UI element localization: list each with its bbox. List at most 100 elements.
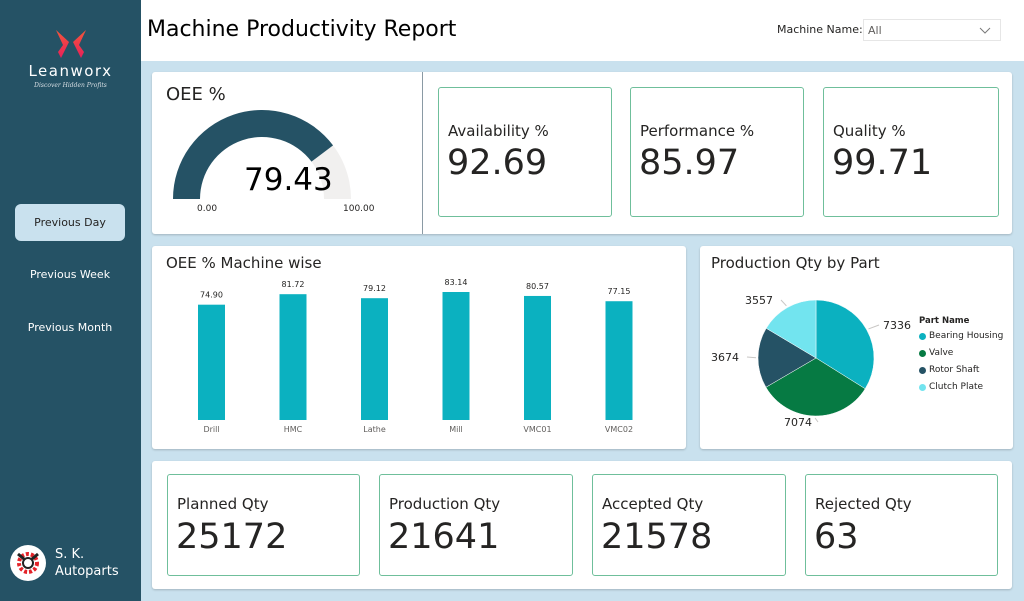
legend-title: Part Name	[919, 316, 970, 326]
bar-vmc01[interactable]	[524, 295, 551, 420]
kpi-value: 85.97	[639, 143, 740, 183]
brand-name: Leanworx	[28, 62, 113, 80]
machine-name-dropdown[interactable]: All	[863, 19, 1001, 41]
quantity-summary-panel: Planned Qty 25172 Production Qty 21641 A…	[152, 461, 1012, 589]
legend-item[interactable]: Valve	[919, 348, 1003, 358]
legend-item[interactable]: Rotor Shaft	[919, 365, 1003, 375]
kpi-card-quality: Quality % 99.71	[823, 87, 999, 217]
kpi-label: Rejected Qty	[815, 495, 912, 513]
header: Machine Productivity Report Machine Name…	[141, 0, 1024, 61]
sidebar: Leanworx Discover Hidden Profits Previou…	[0, 0, 141, 601]
kpi-value: 21641	[388, 517, 500, 557]
leader-line	[780, 299, 787, 307]
bar-hmc[interactable]	[279, 294, 307, 420]
x-tick-label: HMC	[284, 425, 303, 434]
bar-data-label: 80.57	[526, 282, 549, 291]
machine-name-label: Machine Name:	[777, 23, 863, 36]
oee-summary-panel: OEE % 79.43 0.00 100.00 Availability % 9…	[152, 72, 1012, 234]
kpi-value: 21578	[601, 517, 713, 557]
legend-dot	[919, 349, 926, 357]
bar-chart: 74.90 Drill 81.72 HMC 79.12 Lathe 83.14 Mill 80.…	[198, 278, 633, 434]
nav-label: Previous Week	[29, 268, 111, 281]
kpi-label: Production Qty	[389, 495, 501, 513]
leanworx-logo: Leanworx Discover Hidden Profits	[0, 28, 141, 89]
company-block: S. K. Autoparts	[10, 545, 119, 581]
chevron-down-icon	[979, 27, 991, 34]
legend-label: Valve	[929, 348, 954, 358]
bar-lathe[interactable]	[361, 298, 388, 420]
nav-previous-day-button[interactable]: Previous Day	[15, 204, 125, 241]
legend-label: Bearing Housing	[929, 331, 1004, 341]
kpi-label: Quality %	[833, 122, 906, 140]
x-tick-label: Lathe	[363, 425, 386, 434]
bar-drill[interactable]	[198, 304, 225, 420]
pie-chart: 7336 7074 3674 3557	[711, 294, 911, 429]
kpi-card-availability: Availability % 92.69	[438, 87, 612, 217]
bar-data-label: 79.12	[363, 284, 386, 293]
panel-divider	[422, 72, 423, 234]
x-tick-label: VMC01	[523, 425, 551, 434]
bar-chart-title: OEE % Machine wise	[166, 254, 322, 272]
pie-data-label: 3674	[711, 351, 739, 364]
brand-tagline: Discover Hidden Profits	[34, 82, 107, 89]
butterfly-icon	[55, 30, 86, 58]
kpi-label: Accepted Qty	[602, 495, 704, 513]
oee-value: 79.43	[244, 162, 333, 198]
page-title: Machine Productivity Report	[147, 17, 457, 42]
leader-line	[868, 324, 880, 330]
x-tick-label: Mill	[449, 425, 463, 434]
bar-data-label: 81.72	[282, 280, 305, 289]
legend-dot	[919, 383, 926, 391]
kpi-card-production-qty: Production Qty 21641	[379, 474, 573, 576]
gauge-fill	[173, 109, 334, 199]
company-name-line1: S. K.	[55, 547, 85, 562]
nav-previous-month-button[interactable]: Previous Month	[15, 309, 125, 346]
pie-slice-clutch-plate[interactable]	[765, 299, 817, 359]
legend-item[interactable]: Clutch Plate	[919, 382, 1003, 392]
kpi-card-performance: Performance % 85.97	[630, 87, 804, 217]
gauge-min-label: 0.00	[197, 204, 218, 214]
pie-data-label: 7074	[784, 416, 812, 429]
gauge-max-label: 100.00	[343, 204, 375, 214]
legend-label: Rotor Shaft	[929, 365, 980, 375]
kpi-label: Planned Qty	[177, 495, 269, 513]
leader-line	[814, 417, 819, 423]
legend-dot	[919, 332, 926, 340]
pie-data-label: 3557	[745, 294, 773, 307]
leader-line	[746, 356, 757, 359]
legend-label: Clutch Plate	[929, 382, 984, 392]
oee-gauge	[173, 109, 351, 199]
pie-slice-rotor-shaft[interactable]	[757, 327, 817, 388]
nav-label: Previous Day	[34, 216, 106, 229]
kpi-card-rejected-qty: Rejected Qty 63	[805, 474, 998, 576]
kpi-value: 25172	[176, 517, 288, 557]
bar-data-label: 83.14	[445, 278, 468, 287]
kpi-value: 92.69	[447, 143, 548, 183]
pie-legend: Part Name Bearing Housing Valve Rotor Sh…	[919, 316, 1003, 399]
kpi-value: 99.71	[832, 143, 933, 183]
kpi-label: Availability %	[448, 122, 549, 140]
kpi-card-planned-qty: Planned Qty 25172	[167, 474, 360, 576]
production-by-part-panel: Production Qty by Part 7336 7074 3674 3557 …	[700, 246, 1013, 449]
nav-previous-week-button[interactable]: Previous Week	[15, 256, 125, 293]
oee-title: OEE %	[166, 84, 226, 105]
company-name: S. K. Autoparts	[55, 546, 119, 580]
x-tick-label: Drill	[203, 425, 219, 434]
kpi-label: Performance %	[640, 122, 755, 140]
company-name-line2: Autoparts	[55, 564, 119, 579]
gear-wrench-icon	[10, 545, 46, 581]
machine-name-value: All	[868, 24, 882, 37]
oee-machine-wise-panel: OEE % Machine wise 74.90 Drill 81.72 HMC 79.…	[152, 246, 686, 449]
bar-mill[interactable]	[442, 292, 470, 420]
pie-slice-valve[interactable]	[765, 357, 866, 417]
nav-label: Previous Month	[27, 321, 113, 334]
bar-data-label: 77.15	[608, 287, 631, 296]
x-tick-label: VMC02	[605, 425, 633, 434]
bar-vmc02[interactable]	[605, 301, 633, 420]
legend-dot	[919, 366, 926, 374]
pie-chart-title: Production Qty by Part	[711, 254, 880, 272]
legend-item[interactable]: Bearing Housing	[919, 331, 1003, 341]
pie-slice-bearing-housing[interactable]	[815, 299, 875, 390]
kpi-card-accepted-qty: Accepted Qty 21578	[592, 474, 786, 576]
kpi-value: 63	[814, 517, 859, 557]
